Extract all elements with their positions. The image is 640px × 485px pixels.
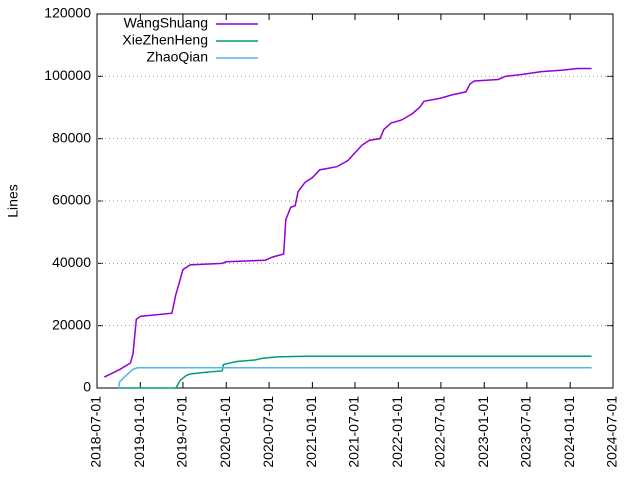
- y-tick-label: 0: [83, 379, 91, 395]
- legend-label: WangShuang: [124, 15, 208, 31]
- x-tick-label: 2019-01-01: [131, 396, 147, 468]
- x-tick-label: 2022-07-01: [432, 396, 448, 468]
- series-line: [117, 366, 592, 389]
- plot-border: [96, 13, 614, 389]
- x-tick-label: 2020-07-01: [260, 396, 276, 468]
- y-tick-label: 60000: [52, 192, 91, 208]
- x-tick-label: 2024-01-01: [561, 396, 577, 468]
- y-tick-label: 20000: [52, 316, 91, 332]
- x-tick-label: 2021-07-01: [346, 396, 362, 468]
- x-tick-label: 2020-01-01: [217, 396, 233, 468]
- series-line: [118, 355, 592, 389]
- x-tick-label: 2019-07-01: [174, 396, 190, 468]
- x-tick-label: 2024-07-01: [604, 396, 620, 468]
- x-tick-label: 2018-07-01: [88, 396, 104, 468]
- y-tick-label: 120000: [44, 5, 91, 21]
- legend-label: XieZhenHeng: [122, 32, 208, 48]
- y-axis-label: Lines: [5, 184, 21, 217]
- x-tick-label: 2021-01-01: [303, 396, 319, 468]
- x-tick-label: 2023-01-01: [475, 396, 491, 468]
- legend-label: ZhaoQian: [147, 49, 208, 65]
- y-tick-label: 100000: [44, 67, 91, 83]
- y-tick-label: 40000: [52, 254, 91, 270]
- x-tick-label: 2023-07-01: [518, 396, 534, 468]
- x-tick-label: 2022-01-01: [389, 396, 405, 468]
- series-line: [103, 67, 592, 378]
- y-tick-label: 80000: [52, 129, 91, 145]
